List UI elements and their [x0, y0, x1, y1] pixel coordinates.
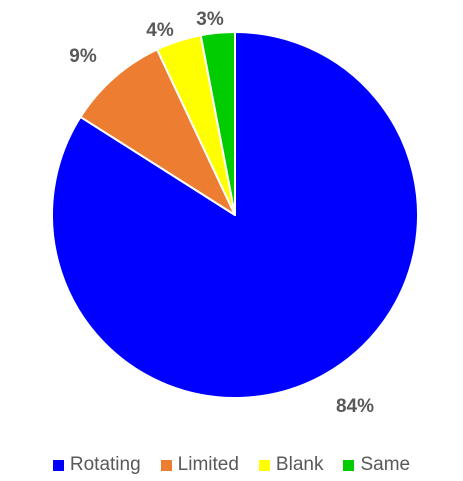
- pie-slice-limited[interactable]: [79, 48, 236, 216]
- legend-item-same[interactable]: Same: [343, 454, 410, 476]
- data-label-same: 3%: [196, 9, 224, 30]
- pie-data-labels: 84% 9% 4% 3%: [69, 9, 374, 417]
- legend-swatch-blank: [258, 459, 270, 471]
- legend-item-rotating[interactable]: Rotating: [52, 454, 141, 476]
- pie-slice-same[interactable]: [199, 31, 236, 216]
- legend-swatch-same: [343, 459, 355, 471]
- legend-label-limited: Limited: [177, 454, 239, 475]
- data-label-rotating: 84%: [336, 396, 374, 417]
- chart-legend: Rotating Limited Blank Same: [0, 450, 463, 480]
- data-label-limited: 9%: [69, 46, 97, 67]
- legend-label-blank: Blank: [275, 454, 324, 475]
- legend-swatch-rotating: [52, 459, 64, 471]
- legend-item-blank[interactable]: Blank: [258, 454, 324, 476]
- legend-label-rotating: Rotating: [69, 454, 141, 475]
- data-label-blank: 4%: [146, 20, 174, 41]
- pie-slices: [51, 31, 419, 399]
- legend-swatch-limited: [160, 459, 172, 471]
- legend-item-limited[interactable]: Limited: [160, 454, 239, 476]
- legend-label-same: Same: [360, 454, 411, 475]
